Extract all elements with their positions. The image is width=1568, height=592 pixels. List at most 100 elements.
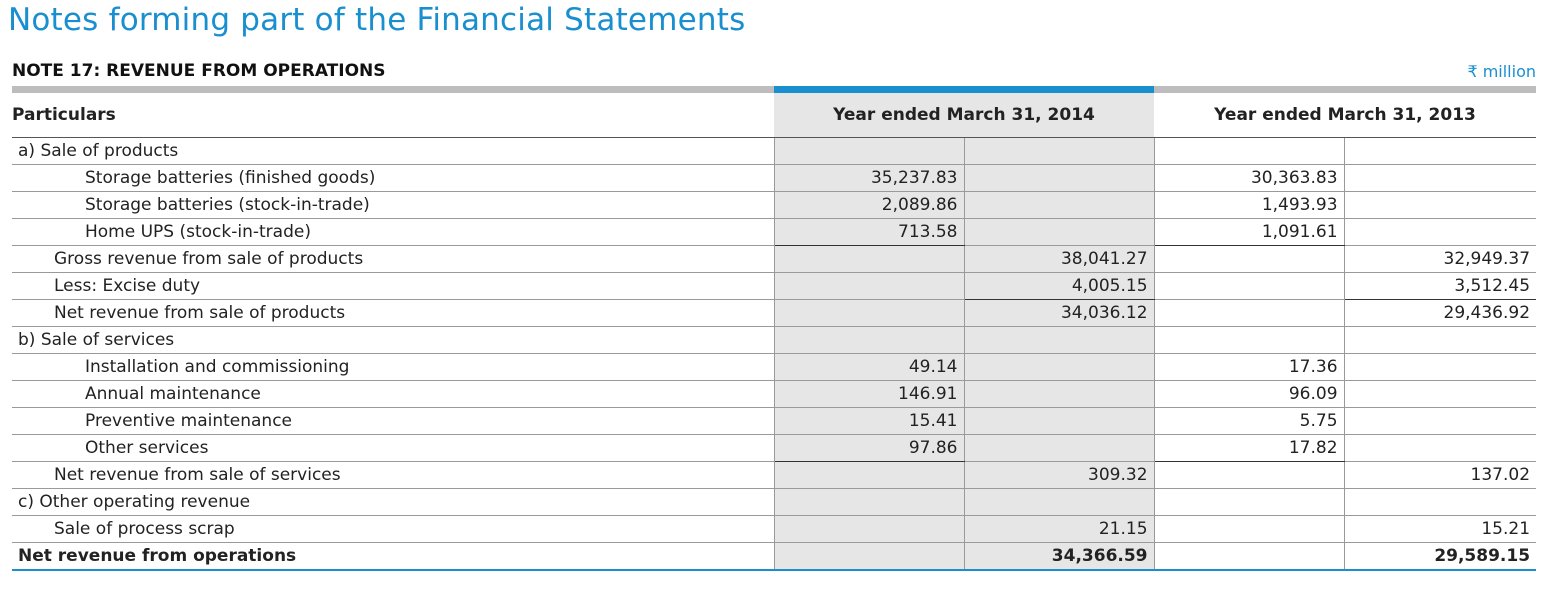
cell-2013-detail xyxy=(1153,488,1345,516)
cell-2013-total xyxy=(1343,164,1537,192)
table-row: Preventive maintenance 15.41 5.75 xyxy=(12,407,1537,435)
revenue-table: Particulars Year ended March 31, 2014 Ye… xyxy=(12,86,1537,571)
row-label: Sale of process scrap xyxy=(12,515,774,543)
cell-2014-detail: 713.58 xyxy=(773,218,964,246)
header-year-2014: Year ended March 31, 2014 xyxy=(774,86,1155,138)
cell-2014-total xyxy=(963,326,1155,354)
row-label: Storage batteries (finished goods) xyxy=(12,164,774,192)
table-row: Home UPS (stock-in-trade) 713.58 1,091.6… xyxy=(12,218,1537,246)
cell-2013-detail: 5.75 xyxy=(1153,407,1345,435)
row-label: Home UPS (stock-in-trade) xyxy=(12,218,774,246)
cell-2013-total xyxy=(1343,488,1537,516)
cell-2013-total: 29,589.15 xyxy=(1343,542,1537,571)
cell-2013-detail xyxy=(1153,515,1345,543)
cell-2014-total xyxy=(963,380,1155,408)
note-title: NOTE 17: REVENUE FROM OPERATIONS xyxy=(12,61,386,81)
table-row: Gross revenue from sale of products 38,0… xyxy=(12,245,1537,273)
cell-2014-detail: 15.41 xyxy=(773,407,964,435)
cell-2013-detail xyxy=(1153,137,1345,165)
cell-2014-detail: 146.91 xyxy=(773,380,964,408)
cell-2014-total: 309.32 xyxy=(963,461,1155,489)
cell-2014-total xyxy=(963,137,1155,165)
cell-2013-total xyxy=(1343,353,1537,381)
cell-2013-detail xyxy=(1153,299,1345,327)
cell-2014-detail: 2,089.86 xyxy=(773,191,964,219)
row-label: c) Other operating revenue xyxy=(12,488,774,516)
table-row: a) Sale of products xyxy=(12,137,1537,165)
row-label: b) Sale of services xyxy=(12,326,774,354)
cell-2014-detail xyxy=(773,515,964,543)
cell-2014-detail xyxy=(773,137,964,165)
cell-2014-total: 34,366.59 xyxy=(963,542,1155,571)
cell-2014-detail xyxy=(773,272,964,300)
table-header-row: Particulars Year ended March 31, 2014 Ye… xyxy=(12,86,1537,138)
cell-2014-total xyxy=(963,407,1155,435)
row-label: Preventive maintenance xyxy=(12,407,774,435)
cell-2013-total xyxy=(1343,137,1537,165)
cell-2013-total xyxy=(1343,326,1537,354)
cell-2013-total: 15.21 xyxy=(1343,515,1537,543)
cell-2013-detail: 17.36 xyxy=(1153,353,1345,381)
row-label: Net revenue from sale of products xyxy=(12,299,774,327)
cell-2014-detail: 49.14 xyxy=(773,353,964,381)
cell-2013-detail: 30,363.83 xyxy=(1153,164,1345,192)
header-year-2013: Year ended March 31, 2013 xyxy=(1154,86,1537,138)
cell-2013-total: 3,512.45 xyxy=(1343,272,1537,300)
row-label: a) Sale of products xyxy=(12,137,774,165)
cell-2014-total: 34,036.12 xyxy=(963,299,1155,327)
cell-2014-detail xyxy=(773,326,964,354)
cell-2014-detail xyxy=(773,488,964,516)
cell-2014-detail: 35,237.83 xyxy=(773,164,964,192)
cell-2013-total: 32,949.37 xyxy=(1343,245,1537,273)
cell-2013-detail: 17.82 xyxy=(1153,434,1345,462)
table-row: Storage batteries (finished goods) 35,23… xyxy=(12,164,1537,192)
cell-2013-detail xyxy=(1153,272,1345,300)
cell-2014-detail xyxy=(773,542,964,571)
cell-2013-detail: 1,493.93 xyxy=(1153,191,1345,219)
cell-2013-total: 137.02 xyxy=(1343,461,1537,489)
page-title: Notes forming part of the Financial Stat… xyxy=(8,2,746,38)
row-label: Net revenue from operations xyxy=(12,542,774,571)
unit-label: ₹ million xyxy=(1467,62,1536,81)
cell-2014-total xyxy=(963,353,1155,381)
row-label: Storage batteries (stock-in-trade) xyxy=(12,191,774,219)
cell-2013-detail xyxy=(1153,245,1345,273)
cell-2013-detail xyxy=(1153,326,1345,354)
table-row: Less: Excise duty 4,005.15 3,512.45 xyxy=(12,272,1537,300)
row-label: Installation and commissioning xyxy=(12,353,774,381)
table-row: Installation and commissioning 49.14 17.… xyxy=(12,353,1537,381)
row-label: Annual maintenance xyxy=(12,380,774,408)
table-row: Other services 97.86 17.82 xyxy=(12,434,1537,462)
cell-2013-total xyxy=(1343,407,1537,435)
cell-2013-total: 29,436.92 xyxy=(1343,299,1537,327)
cell-2014-total: 21.15 xyxy=(963,515,1155,543)
header-particulars: Particulars xyxy=(12,86,774,138)
cell-2014-detail: 97.86 xyxy=(773,434,964,462)
cell-2014-total xyxy=(963,488,1155,516)
row-label: Less: Excise duty xyxy=(12,272,774,300)
cell-2013-total xyxy=(1343,380,1537,408)
cell-2014-detail xyxy=(773,299,964,327)
cell-2013-detail: 96.09 xyxy=(1153,380,1345,408)
total-row: Net revenue from operations 34,366.59 29… xyxy=(12,542,1537,571)
cell-2013-total xyxy=(1343,191,1537,219)
cell-2013-detail: 1,091.61 xyxy=(1153,218,1345,246)
table-row: c) Other operating revenue xyxy=(12,488,1537,516)
cell-2013-total xyxy=(1343,434,1537,462)
table-row: Annual maintenance 146.91 96.09 xyxy=(12,380,1537,408)
row-label: Net revenue from sale of services xyxy=(12,461,774,489)
cell-2014-total xyxy=(963,164,1155,192)
row-label: Gross revenue from sale of products xyxy=(12,245,774,273)
cell-2013-detail xyxy=(1153,461,1345,489)
table-row: Storage batteries (stock-in-trade) 2,089… xyxy=(12,191,1537,219)
cell-2014-total xyxy=(963,191,1155,219)
table-row: Net revenue from sale of products 34,036… xyxy=(12,299,1537,327)
table-row: Net revenue from sale of services 309.32… xyxy=(12,461,1537,489)
cell-2013-detail xyxy=(1153,542,1345,571)
row-label: Other services xyxy=(12,434,774,462)
cell-2014-detail xyxy=(773,461,964,489)
cell-2013-total xyxy=(1343,218,1537,246)
table-row: b) Sale of services xyxy=(12,326,1537,354)
cell-2014-total xyxy=(963,218,1155,246)
table-row: Sale of process scrap 21.15 15.21 xyxy=(12,515,1537,543)
